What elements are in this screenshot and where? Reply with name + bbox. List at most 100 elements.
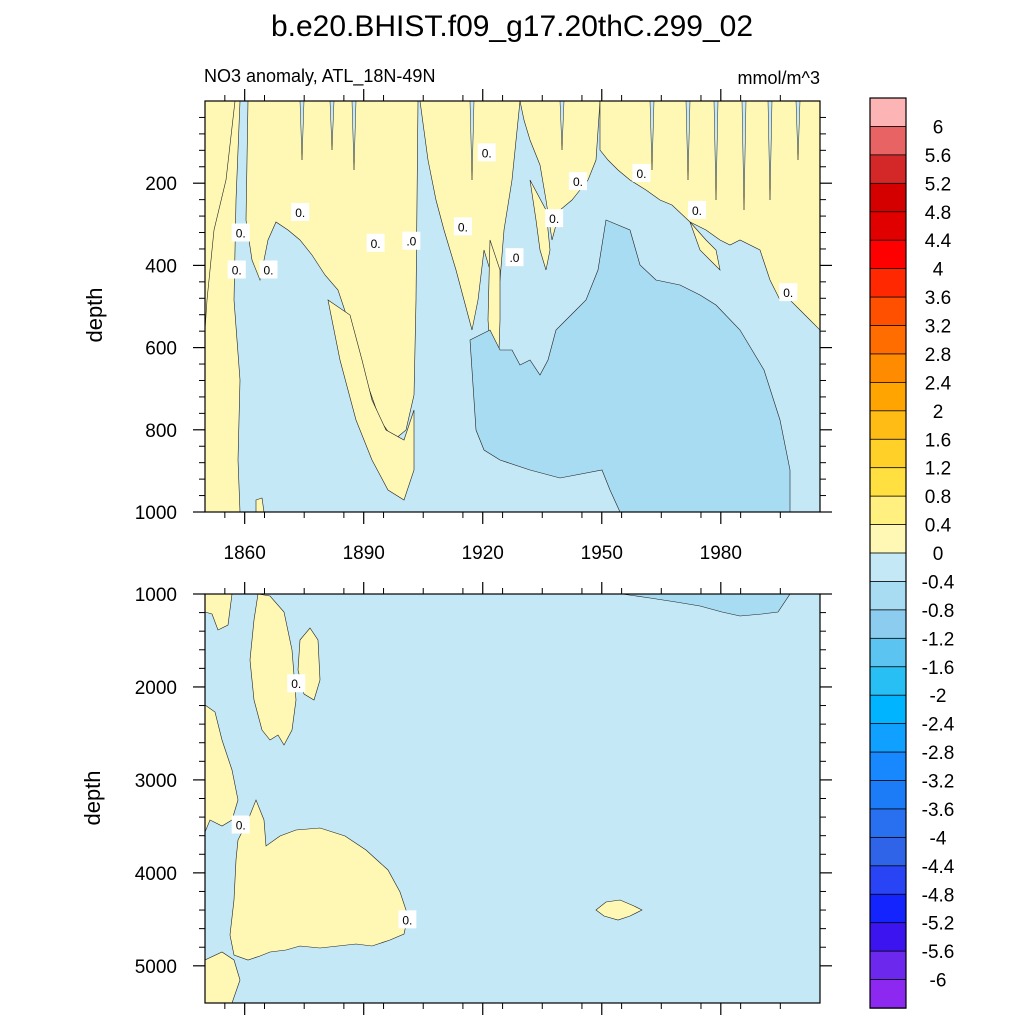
colorbar-label: -4 (930, 828, 947, 849)
colorbar-swatch (869, 637, 907, 668)
x-tick-label: 1980 (700, 543, 742, 564)
contour-label: 0. (458, 220, 468, 234)
colorbar-label: 3.6 (925, 288, 951, 309)
upper-frame (204, 100, 821, 513)
colorbar: 6 5.6 5.2 4.8 4.4 4 3.6 3.2 2.8 2.4 2 1.6 1.2 0.8 0.4 0… (869, 97, 955, 1009)
colorbar-swatch (869, 666, 907, 696)
colorbar-swatch (869, 922, 907, 952)
upper-positive-region (689, 221, 721, 271)
x-tick-label: 1920 (462, 543, 504, 564)
colorbar-swatch (869, 495, 907, 526)
upper-positive-region (205, 101, 236, 331)
contour-label: .0 (509, 251, 519, 265)
lower-neg-08-region (621, 594, 791, 617)
colorbar-swatch (869, 211, 907, 241)
contour-label-box (398, 910, 417, 929)
colorbar-label: -0.4 (922, 572, 955, 593)
contour-label-box (453, 217, 472, 236)
contour-label: 0. (402, 913, 412, 927)
colorbar-label: 0.4 (925, 516, 952, 537)
contour-label: .0 (406, 235, 416, 249)
lower-y-axis-label: depth (80, 770, 105, 825)
colorbar-swatch (869, 154, 907, 185)
y-tick-label: 4000 (135, 864, 177, 885)
y-tick-label: 400 (145, 256, 177, 277)
colorbar-label: 3.2 (925, 317, 951, 338)
contour-label-box (545, 209, 564, 228)
colorbar-swatch (869, 126, 907, 156)
colorbar-swatch (869, 524, 907, 554)
colorbar-swatch (869, 296, 907, 327)
colorbar-label: -2 (930, 686, 947, 707)
x-tick-label: 1890 (343, 543, 385, 564)
upper-positive-region (255, 497, 265, 512)
contour-label: 0. (236, 819, 246, 833)
contour-label-box (477, 143, 496, 162)
chart-subtitle-left: NO3 anomaly, ATL_18N-49N (204, 66, 435, 87)
chart-title: b.e20.BHIST.f09_g17.20thC.299_02 (271, 10, 753, 43)
lower-positive-region (205, 594, 233, 631)
upper-neg-08-region (469, 219, 791, 512)
upper-positive-region (599, 101, 820, 331)
colorbar-label: -4.4 (922, 857, 955, 878)
y-tick-label: 1000 (135, 503, 177, 524)
lower-y-ticks: 1000 2000 3000 4000 5000 (135, 585, 832, 978)
contour-label: 0. (482, 146, 492, 160)
colorbar-swatch (869, 182, 907, 213)
colorbar-label: -0.8 (922, 601, 955, 622)
contour-label-box (568, 172, 587, 191)
contour-label-box (366, 233, 385, 252)
colorbar-swatch (869, 381, 907, 412)
colorbar-label: -5.2 (922, 914, 955, 935)
lower-contour-labels: 0. 0. 0. (231, 674, 417, 929)
contour-label: 0. (573, 175, 583, 189)
contour-label: 0. (236, 227, 246, 241)
y-tick-label: 3000 (135, 771, 177, 792)
colorbar-label: 4 (933, 260, 944, 281)
contour-label: 0. (371, 237, 381, 251)
colorbar-swatch (869, 723, 907, 753)
colorbar-label: -2.8 (922, 743, 955, 764)
colorbar-swatch (869, 979, 907, 1009)
colorbar-label: 1.2 (925, 459, 951, 480)
colorbar-label: 2 (933, 402, 944, 423)
colorbar-label: -3.2 (922, 772, 955, 793)
upper-streaks (299, 101, 801, 211)
contour-label: 0. (232, 264, 242, 278)
upper-positive-region (327, 299, 415, 501)
colorbar-swatch (869, 325, 907, 355)
x-tick-label: 1950 (581, 543, 623, 564)
colorbar-label: 1.6 (925, 430, 951, 451)
colorbar-swatch (869, 97, 907, 128)
contour-label-box (779, 283, 798, 302)
contour-label: 0. (295, 206, 305, 220)
contour-label: 0. (263, 264, 273, 278)
colorbar-swatch (869, 893, 907, 924)
lower-positive-region (229, 799, 409, 961)
colorbar-label: 0.8 (925, 487, 951, 508)
colorbar-swatch (869, 581, 907, 611)
colorbar-label: 2.4 (925, 373, 952, 394)
contour-label-box (505, 248, 524, 267)
upper-y-axis-label: depth (82, 287, 107, 342)
lower-x-ticks (224, 582, 781, 1015)
upper-contour-labels: 0. 0. 0. 0. 0. .0 0. 0. .0 0. 0. 0. 0. 0. (227, 143, 798, 302)
contour-label-box (231, 815, 250, 834)
contour-label: 0. (636, 167, 646, 181)
y-tick-label: 2000 (135, 678, 177, 699)
lower-positive-region (205, 951, 241, 1003)
upper-x-ticks: 1860 1890 1920 1950 1980 (224, 89, 781, 564)
colorbar-swatch (869, 751, 907, 782)
colorbar-swatch (869, 438, 907, 469)
colorbar-swatch (869, 552, 907, 583)
contour-label-box (231, 223, 250, 242)
lower-panel: 0. 0. 0. 1000 2000 3000 4000 5000 depth (80, 582, 832, 1015)
colorbar-label: 2.8 (925, 345, 951, 366)
lower-positive-region (595, 899, 643, 921)
colorbar-label: 6 (933, 117, 944, 138)
upper-y-ticks: 200 400 600 800 1000 (135, 116, 832, 524)
colorbar-label: 4.4 (925, 231, 952, 252)
colorbar-label: 5.2 (925, 174, 951, 195)
colorbar-label: -3.6 (922, 800, 955, 821)
